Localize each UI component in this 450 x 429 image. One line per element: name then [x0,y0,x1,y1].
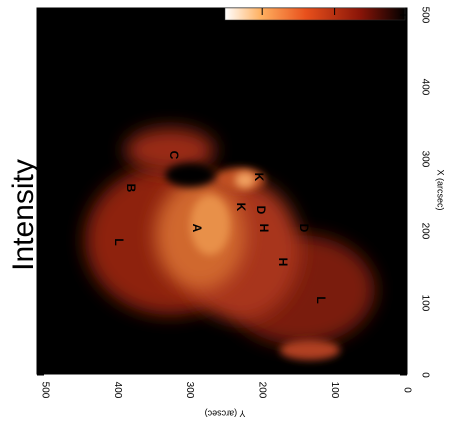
y-tick-label: 300 [419,151,430,168]
colorbar [225,8,405,20]
annotation: V [231,146,245,154]
y-tick-label: 400 [419,79,430,96]
title: Intensity [7,159,40,271]
x-tick-label: 300 [184,382,195,399]
colorbar-tick-label: 10 [398,26,407,35]
annotation: B [124,184,138,193]
annotation: C [167,151,181,160]
x-axis-label: Y (arcsec) [205,409,246,419]
annotation: H [257,224,271,233]
annotation: K [252,173,266,182]
annotation: K [234,203,248,212]
annotation: A [190,224,204,233]
x-tick-label: 400 [112,382,123,399]
y-tick-label: 200 [419,223,430,240]
y-axis-label: X (arcsec) [436,169,446,210]
annotation: H [276,258,290,267]
annotation: D [254,206,268,215]
y-tick-label: 0 [419,372,430,378]
y-tick-label: 500 [419,7,430,24]
y-tick-label: 100 [419,295,430,312]
annotation: L [112,238,126,245]
colorbar-tick-label: 1000 [221,21,230,39]
x-tick-label: 200 [257,382,268,399]
annotation: D [297,224,311,233]
x-tick-label: 0 [401,387,412,393]
x-tick-label: 500 [39,382,50,399]
annotation: L [314,296,328,303]
figure: Intensity Y (arcsec) X (arcsec) 500 400 30… [0,0,450,429]
x-tick-label: 100 [329,382,340,399]
